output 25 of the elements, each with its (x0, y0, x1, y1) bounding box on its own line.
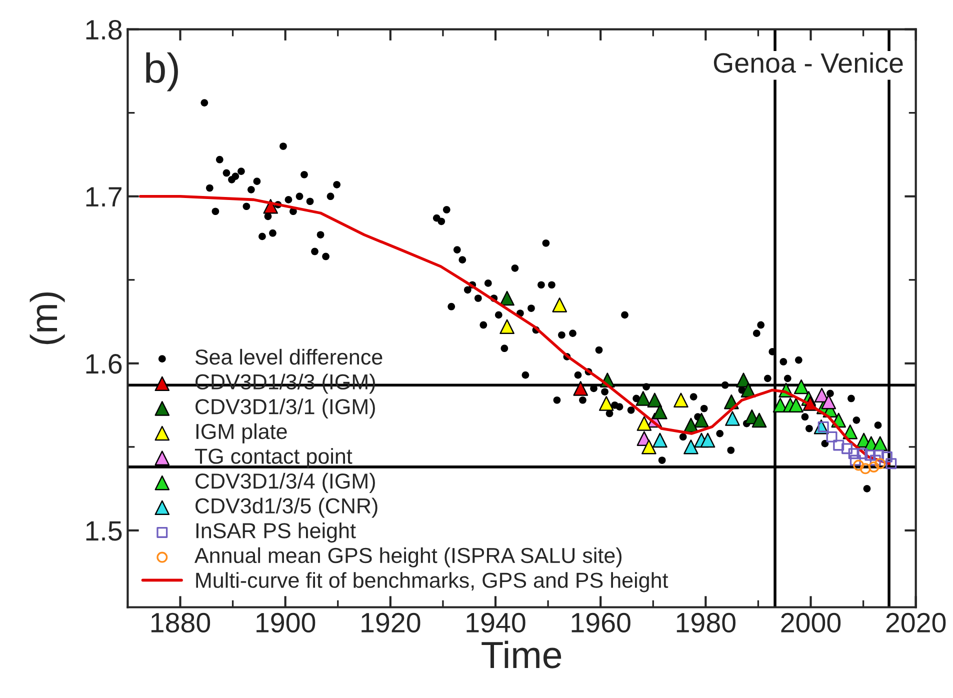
x-axis-title: Time (482, 640, 562, 668)
y-tick-label: 1.7 (86, 187, 122, 206)
x-tick-label: 1920 (362, 612, 420, 633)
legend-label: CDV3D1/3/4 (IGM) (196, 472, 375, 493)
legend-label: CDV3d1/3/5 (CNR) (196, 498, 378, 518)
x-tick-label: 1980 (676, 612, 736, 633)
y-tick-label: 1.5 (86, 521, 122, 541)
legend-label: CDV3D1/3/1 (IGM) (196, 398, 375, 419)
annotation: b) (146, 52, 178, 92)
x-tick-label: 1940 (466, 612, 526, 633)
legend-label: InSAR PS height (196, 522, 356, 543)
legend-label: Sea level difference (195, 348, 382, 365)
y-tick-label: 1.6 (86, 354, 122, 374)
legend-label: TG contact point (194, 448, 352, 468)
y-tick-label: 1.8 (86, 20, 122, 40)
annotation: Genoa - Venice (714, 52, 903, 73)
x-tick-label: 2020 (886, 612, 946, 633)
x-tick-label: 1880 (151, 612, 210, 633)
legend-label: Multi-curve fit of benchmarks, GPS and PS height (196, 572, 668, 592)
x-tick-label: 2000 (781, 612, 841, 633)
x-tick-label: 1900 (256, 612, 316, 633)
x-tick-label: 1960 (572, 612, 630, 633)
y-axis-title: (m) (30, 292, 65, 344)
legend-label: Annual mean GPS height (ISPRA SALU site) (194, 547, 622, 568)
legend-label: IGM plate (196, 423, 287, 444)
